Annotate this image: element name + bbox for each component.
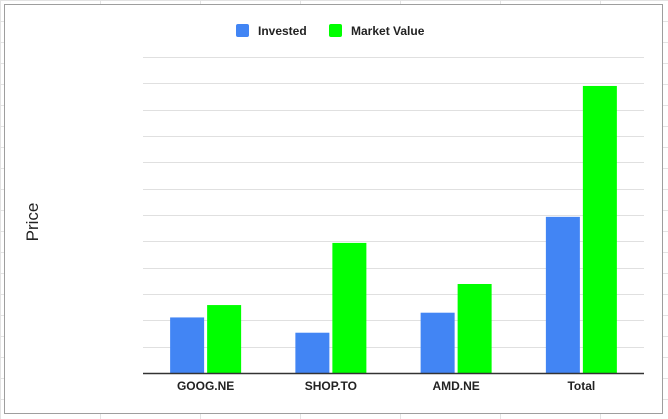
bars	[170, 85, 617, 373]
bar-invested-total	[545, 216, 580, 373]
bar-market-value-amd-ne	[457, 283, 492, 373]
bar-market-value-goog-ne	[207, 305, 242, 373]
bar-invested-goog-ne	[170, 317, 205, 373]
x-tick-label: Total	[567, 379, 595, 393]
x-tick-label: SHOP.TO	[305, 379, 357, 393]
bar-chart: Invested Market Value GOOG.NE SHOP.TO AMD.N…	[23, 24, 644, 393]
legend-swatch-market-value	[329, 24, 342, 37]
chart-card[interactable]: Invested Market Value GOOG.NE SHOP.TO AMD.N…	[4, 4, 663, 414]
y-axis-title: Price	[23, 203, 42, 242]
legend-label-market-value: Market Value	[351, 24, 425, 38]
x-tick-label: AMD.NE	[432, 379, 479, 393]
bar-market-value-total	[582, 85, 617, 373]
x-tick-label: GOOG.NE	[177, 379, 234, 393]
legend-swatch-invested	[236, 24, 249, 37]
legend: Invested Market Value	[236, 24, 425, 38]
x-axis: GOOG.NE SHOP.TO AMD.NE Total	[143, 372, 644, 393]
bar-invested-shop-to	[295, 332, 330, 373]
bar-invested-amd-ne	[420, 312, 455, 373]
legend-label-invested: Invested	[258, 24, 307, 38]
bar-market-value-shop-to	[332, 242, 367, 373]
